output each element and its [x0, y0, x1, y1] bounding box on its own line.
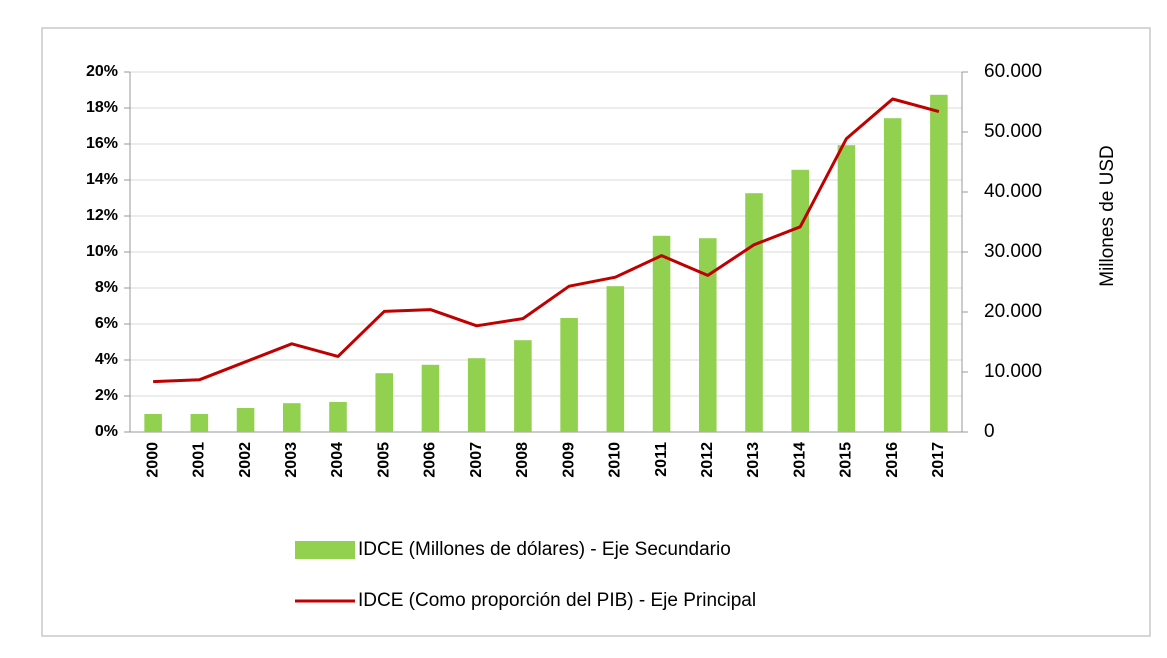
- bar: [606, 286, 625, 432]
- y2-tick-label: 0: [984, 421, 995, 442]
- bar: [375, 373, 394, 432]
- y-tick-label: 18%: [86, 99, 118, 116]
- y2-tick-label: 60.000: [984, 61, 1042, 82]
- y-tick-label: 14%: [86, 171, 118, 188]
- chart-frame: [41, 27, 1151, 637]
- bar: [791, 169, 810, 433]
- bar: [560, 318, 578, 432]
- y-tick-label: 10%: [86, 243, 118, 260]
- x-tick-label: 2008: [514, 442, 531, 478]
- y-tick-label: 6%: [95, 315, 118, 332]
- x-tick-label: 2003: [283, 442, 300, 478]
- x-tick-label: 2005: [375, 442, 392, 478]
- legend-label: IDCE (Como proporción del PIB) - Eje Pri…: [358, 590, 756, 611]
- y2-tick-label: 40.000: [984, 181, 1042, 202]
- x-tick-label: 2013: [745, 442, 762, 478]
- bar: [467, 358, 486, 432]
- bar: [930, 94, 948, 433]
- y2-tick-label: 30.000: [984, 241, 1042, 262]
- y2-tick-label: 20.000: [984, 301, 1042, 322]
- bar: [190, 414, 209, 432]
- y-tick-label: 4%: [95, 351, 118, 368]
- y2-tick-label: 50.000: [984, 121, 1042, 142]
- x-tick-label: 2002: [237, 442, 254, 478]
- y2-axis-label: Millones de USD: [1097, 145, 1118, 287]
- x-tick-label: 2016: [884, 442, 901, 478]
- bar: [698, 238, 717, 432]
- bar: [837, 145, 856, 432]
- x-tick-label: 2000: [144, 442, 161, 478]
- line: [153, 97, 940, 384]
- bar: [329, 402, 347, 432]
- bar: [652, 235, 671, 432]
- x-tick-label: 2007: [468, 442, 485, 478]
- y-tick-label: 0%: [95, 423, 118, 440]
- bar: [236, 408, 255, 432]
- x-tick-label: 2015: [838, 442, 855, 478]
- x-tick-label: 2017: [930, 442, 947, 478]
- x-tick-label: 2004: [329, 442, 346, 478]
- y2-tick-label: 10.000: [984, 361, 1042, 382]
- x-tick-label: 2014: [791, 442, 808, 478]
- x-tick-label: 2001: [191, 442, 208, 478]
- x-tick-label: 2010: [607, 442, 624, 478]
- x-tick-label: 2009: [560, 442, 577, 478]
- bar: [144, 414, 162, 432]
- bar: [421, 364, 440, 432]
- bar: [883, 118, 902, 432]
- bar: [745, 193, 763, 432]
- x-tick-label: 2012: [699, 442, 716, 478]
- bar: [514, 340, 532, 432]
- x-tick-label: 2006: [422, 442, 439, 478]
- y-tick-label: 12%: [86, 207, 118, 224]
- y-tick-label: 2%: [95, 387, 118, 404]
- legend-swatch: [295, 541, 355, 559]
- legend-label: IDCE (Millones de dólares) - Eje Secunda…: [358, 539, 731, 560]
- y-tick-label: 16%: [86, 135, 118, 152]
- y-tick-label: 20%: [86, 63, 118, 80]
- x-tick-label: 2011: [653, 442, 670, 477]
- y-tick-label: 8%: [95, 279, 118, 296]
- bar: [282, 403, 301, 432]
